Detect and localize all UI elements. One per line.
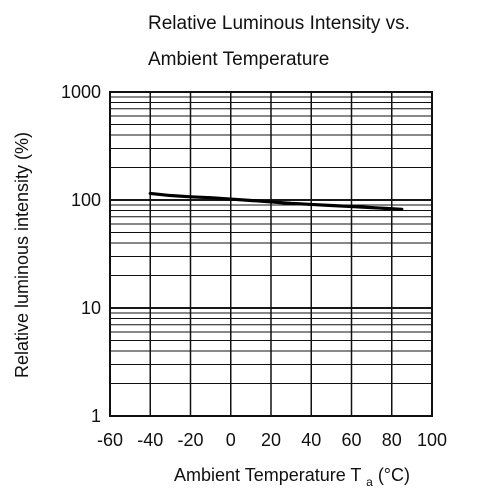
x-tick-label: 0	[226, 430, 236, 450]
y-tick-label: 100	[71, 190, 101, 210]
x-axis-label-suffix: (°C)	[378, 465, 410, 485]
x-tick-label: 40	[301, 430, 321, 450]
y-tick-label: 1000	[61, 82, 101, 102]
x-tick-labels: -60 -40 -20 0 20 40 60 80 100	[97, 430, 447, 450]
data-series	[148, 191, 404, 211]
x-tick-label: 60	[341, 430, 361, 450]
series-line	[148, 191, 404, 211]
x-axis-label-subscript: a	[366, 475, 373, 489]
x-tick-label: 20	[261, 430, 281, 450]
plot-frame	[109, 91, 433, 417]
x-tick-label: -40	[137, 430, 163, 450]
x-tick-label: 80	[382, 430, 402, 450]
y-axis-label: Relative luminous intensity (%)	[12, 132, 32, 378]
x-axis-label-prefix: Ambient Temperature T	[174, 465, 361, 485]
chart-title-line-1: Relative Luminous Intensity vs.	[148, 13, 410, 34]
y-tick-labels: 1 10 100 1000	[61, 82, 101, 426]
x-tick-label: -20	[177, 430, 203, 450]
chart-title-line-2: Ambient Temperature	[148, 49, 329, 70]
x-tick-label: -60	[97, 430, 123, 450]
grid-lines	[109, 91, 433, 417]
x-axis-label: Ambient Temperature T a (°C)	[174, 465, 410, 490]
y-tick-label: 10	[81, 298, 101, 318]
y-tick-label: 1	[91, 406, 101, 426]
x-tick-label: 100	[417, 430, 447, 450]
